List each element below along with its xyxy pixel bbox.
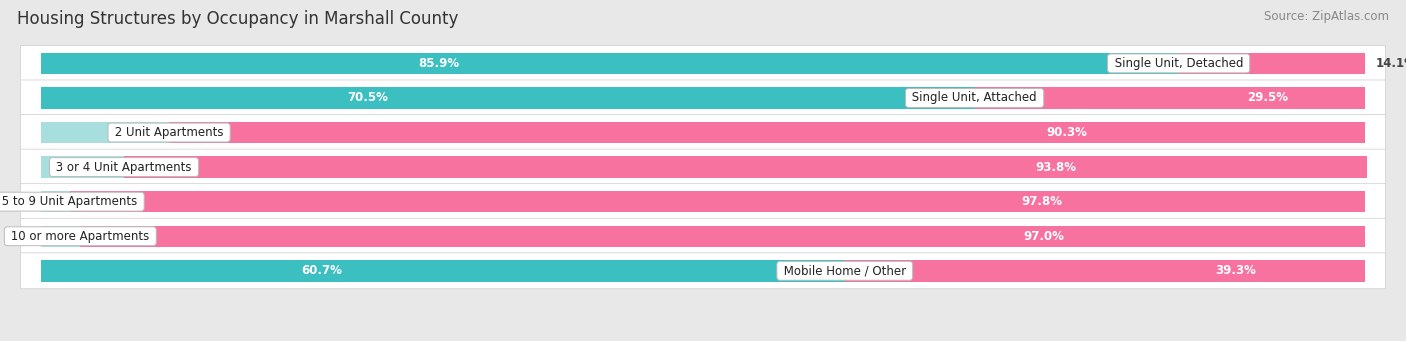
Bar xyxy=(124,157,1367,178)
Text: 39.3%: 39.3% xyxy=(1215,264,1256,277)
FancyBboxPatch shape xyxy=(21,184,1385,220)
Bar xyxy=(41,122,169,143)
FancyBboxPatch shape xyxy=(21,45,1385,81)
Bar xyxy=(41,87,974,109)
Text: 10 or more Apartments: 10 or more Apartments xyxy=(7,230,153,243)
Text: 60.7%: 60.7% xyxy=(302,264,343,277)
Text: 3.0%: 3.0% xyxy=(37,230,70,243)
Text: 97.0%: 97.0% xyxy=(1024,230,1064,243)
Text: Housing Structures by Occupancy in Marshall County: Housing Structures by Occupancy in Marsh… xyxy=(17,10,458,28)
Bar xyxy=(974,87,1365,109)
Text: Source: ZipAtlas.com: Source: ZipAtlas.com xyxy=(1264,10,1389,23)
Text: 29.5%: 29.5% xyxy=(1247,91,1288,104)
FancyBboxPatch shape xyxy=(21,149,1385,185)
Bar xyxy=(169,122,1365,143)
Text: 93.8%: 93.8% xyxy=(1036,161,1077,174)
Text: Single Unit, Detached: Single Unit, Detached xyxy=(1111,57,1247,70)
Bar xyxy=(41,53,1178,74)
Text: Mobile Home / Other: Mobile Home / Other xyxy=(780,264,910,277)
Bar xyxy=(845,260,1365,282)
Bar xyxy=(41,260,845,282)
Bar xyxy=(41,225,80,247)
Text: 5 to 9 Unit Apartments: 5 to 9 Unit Apartments xyxy=(0,195,141,208)
Bar xyxy=(80,225,1365,247)
Bar xyxy=(1178,53,1365,74)
Text: 3 or 4 Unit Apartments: 3 or 4 Unit Apartments xyxy=(52,161,195,174)
Text: 2 Unit Apartments: 2 Unit Apartments xyxy=(111,126,228,139)
Bar xyxy=(41,157,124,178)
Text: 97.8%: 97.8% xyxy=(1021,195,1062,208)
FancyBboxPatch shape xyxy=(21,115,1385,150)
Text: 2.2%: 2.2% xyxy=(27,195,59,208)
FancyBboxPatch shape xyxy=(21,218,1385,254)
FancyBboxPatch shape xyxy=(21,253,1385,289)
Text: 85.9%: 85.9% xyxy=(419,57,460,70)
FancyBboxPatch shape xyxy=(21,80,1385,116)
Text: 14.1%: 14.1% xyxy=(1376,57,1406,70)
Bar xyxy=(70,191,1365,212)
Bar xyxy=(41,191,70,212)
Text: 9.7%: 9.7% xyxy=(125,126,159,139)
Text: 6.3%: 6.3% xyxy=(80,161,114,174)
Text: 90.3%: 90.3% xyxy=(1046,126,1087,139)
Text: Single Unit, Attached: Single Unit, Attached xyxy=(908,91,1040,104)
Text: 70.5%: 70.5% xyxy=(347,91,388,104)
